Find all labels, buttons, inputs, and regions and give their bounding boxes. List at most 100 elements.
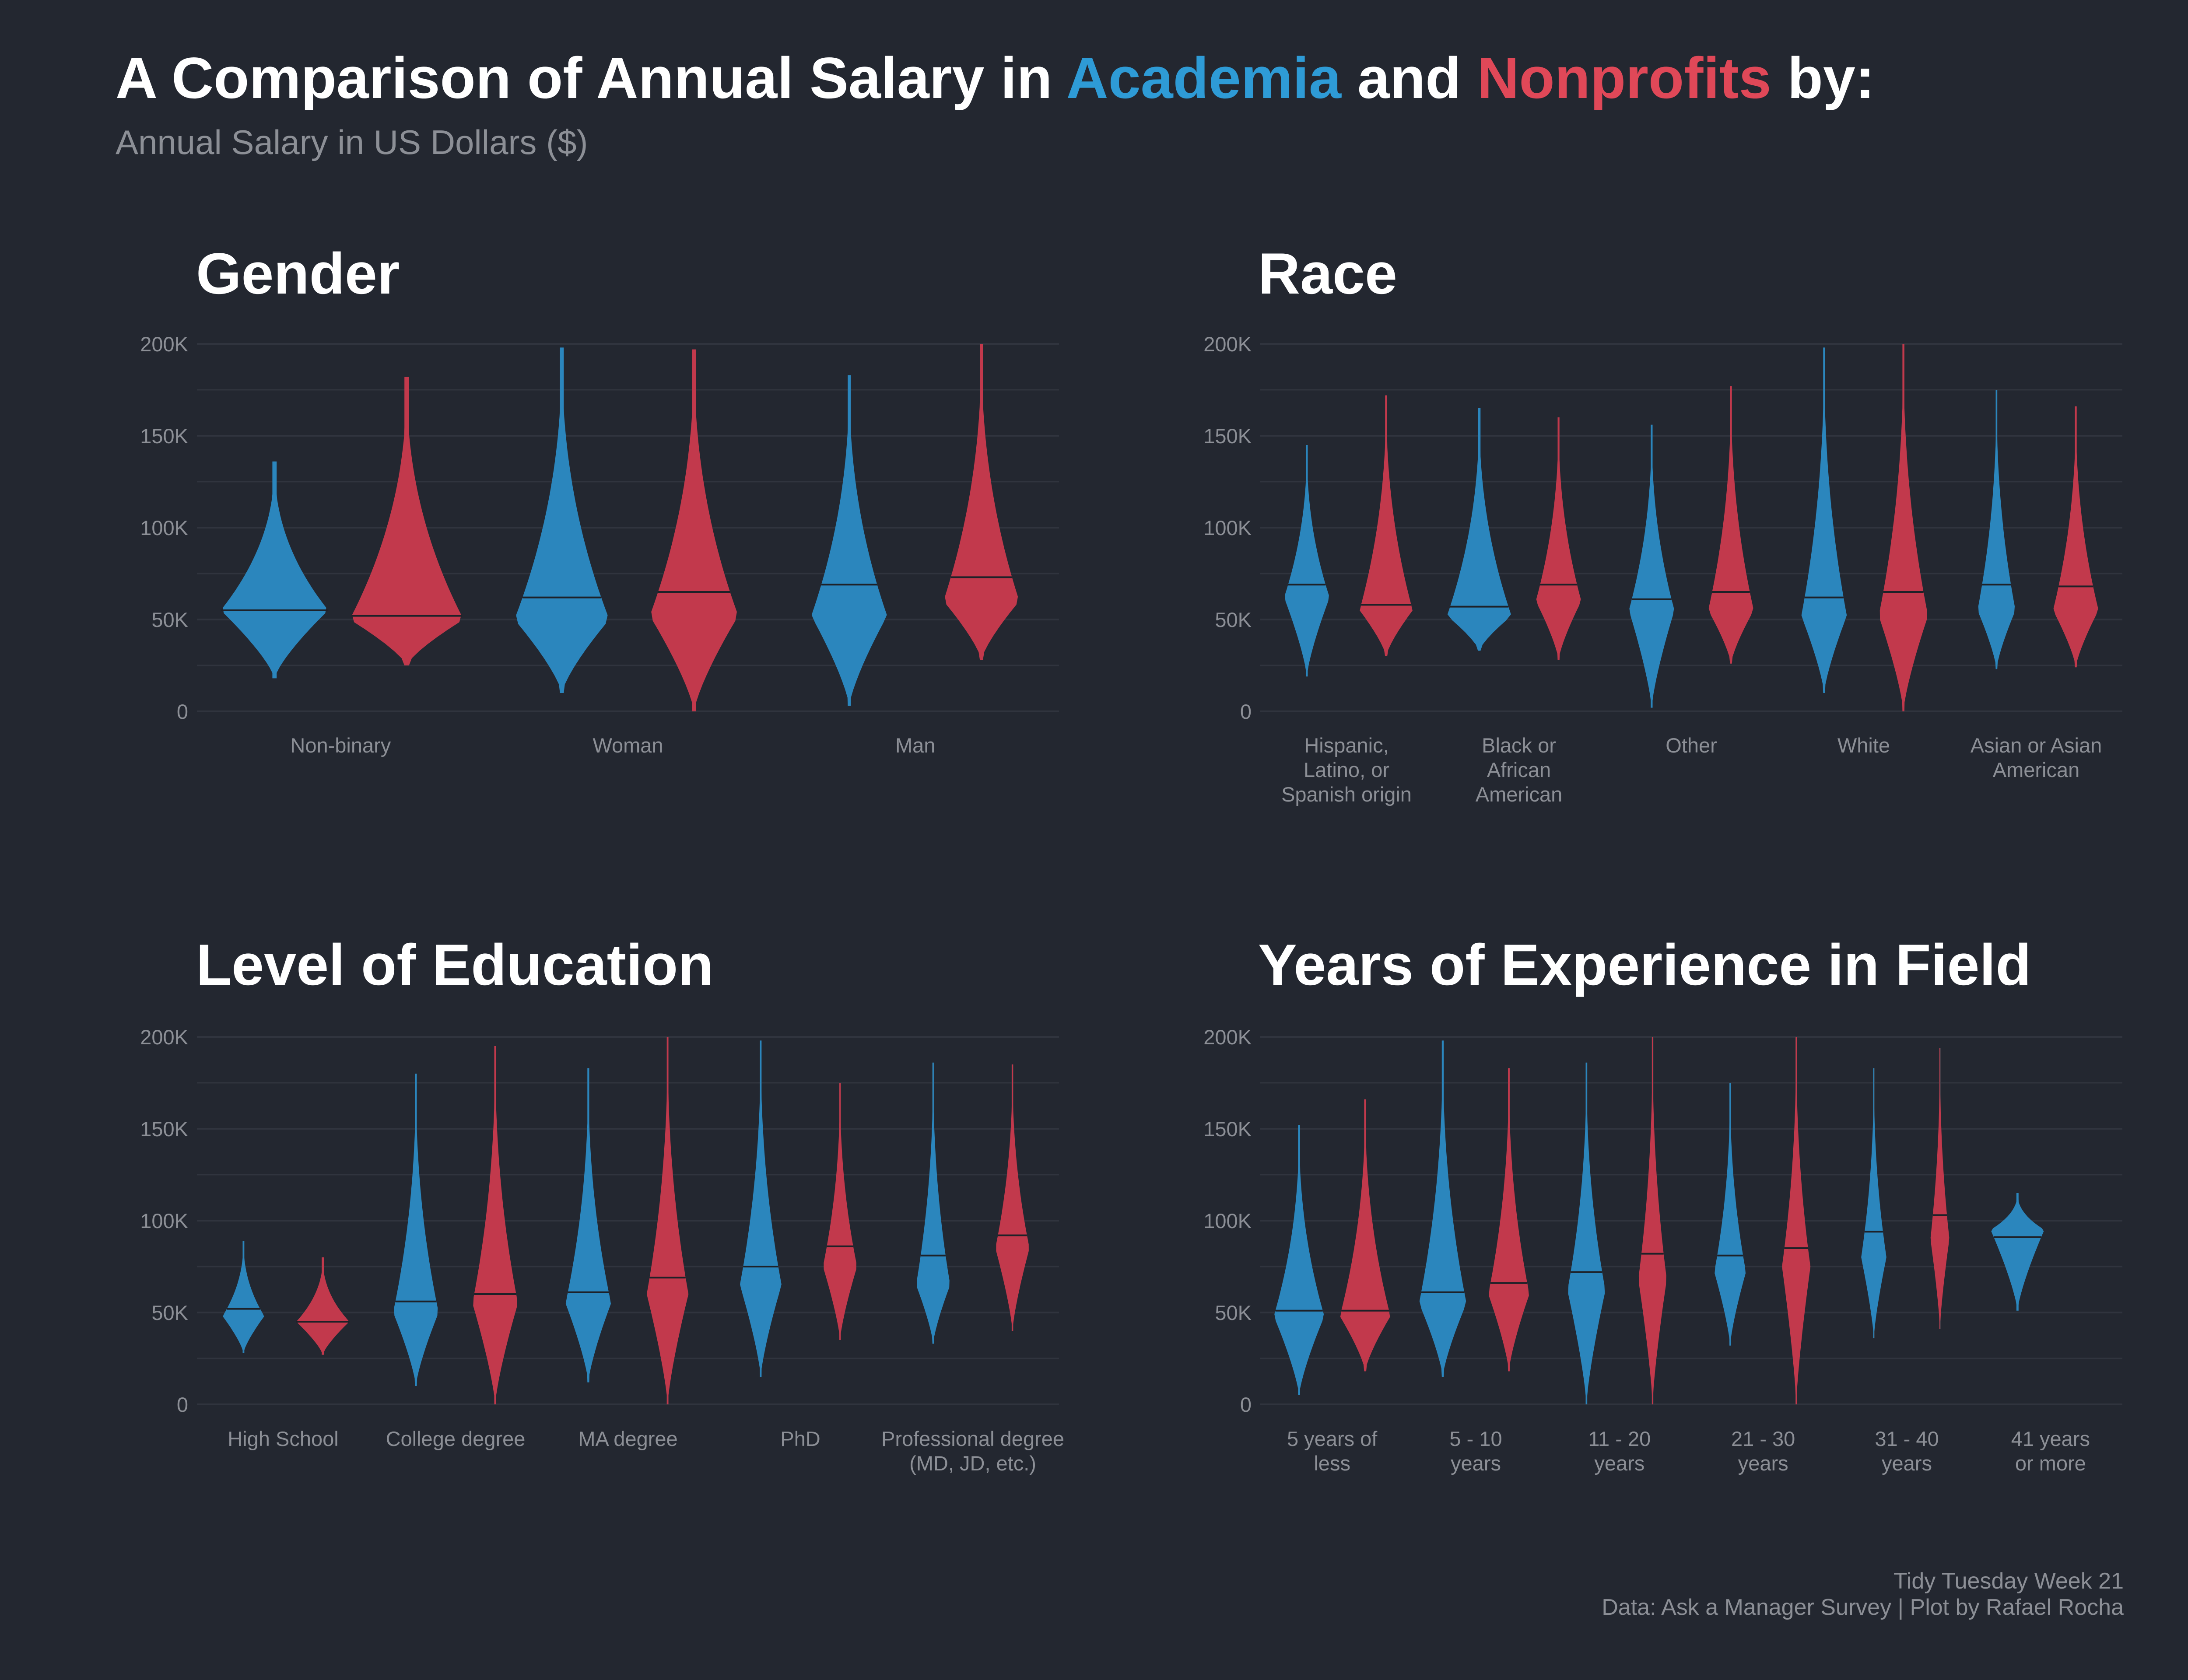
title-suffix: by: bbox=[1771, 46, 1875, 111]
violin-nonprofits bbox=[646, 1037, 689, 1404]
footer-line1: Tidy Tuesday Week 21 bbox=[1893, 1568, 2124, 1594]
x-tick-label: (MD, JD, etc.) bbox=[909, 1452, 1036, 1475]
violin-nonprofits bbox=[1782, 1037, 1811, 1404]
violin-academia bbox=[1284, 445, 1329, 677]
x-tick-label: 5 - 10 bbox=[1449, 1427, 1502, 1450]
y-tick-label: 100K bbox=[1203, 1209, 1252, 1232]
footer: Tidy Tuesday Week 21 Data: Ask a Manager… bbox=[1602, 1568, 2124, 1621]
y-tick-label: 150K bbox=[1203, 424, 1252, 448]
y-tick-label: 100K bbox=[1203, 516, 1252, 539]
y-tick-label: 0 bbox=[177, 1393, 188, 1416]
y-tick-label: 200K bbox=[140, 332, 188, 356]
x-tick-label: 21 - 30 bbox=[1731, 1427, 1795, 1450]
panel-title-experience: Years of Experience in Field bbox=[1258, 933, 2031, 998]
x-tick-label: less bbox=[1314, 1452, 1350, 1475]
violin-nonprofits bbox=[1536, 417, 1581, 660]
title-prefix: A Comparison of Annual Salary in bbox=[116, 46, 1066, 111]
x-tick-label: 11 - 20 bbox=[1588, 1427, 1651, 1450]
violin-academia bbox=[811, 375, 887, 706]
x-tick-label: 41 years bbox=[2011, 1427, 2090, 1450]
x-tick-label: Woman bbox=[593, 734, 663, 757]
violin-nonprofits bbox=[1708, 386, 1753, 664]
violin-academia bbox=[394, 1074, 438, 1386]
x-tick-label: Spanish origin bbox=[1281, 783, 1412, 806]
y-tick-label: 0 bbox=[177, 700, 188, 723]
violin-nonprofits bbox=[1360, 395, 1413, 656]
x-tick-label: MA degree bbox=[578, 1427, 677, 1450]
x-tick-label: Hispanic, bbox=[1304, 734, 1389, 757]
violin-academia bbox=[1447, 408, 1511, 651]
main-title: A Comparison of Annual Salary in Academi… bbox=[116, 44, 1875, 114]
title-nonprofits: Nonprofits bbox=[1477, 46, 1771, 111]
violin-academia bbox=[1715, 1083, 1746, 1346]
x-tick-label: American bbox=[1476, 783, 1563, 806]
x-tick-label: College degree bbox=[386, 1427, 526, 1450]
x-tick-label: High School bbox=[228, 1427, 338, 1450]
title-academia: Academia bbox=[1066, 46, 1341, 111]
violin-nonprofits bbox=[1489, 1068, 1529, 1372]
x-tick-label: Latino, or bbox=[1304, 758, 1389, 781]
violin-academia bbox=[1978, 390, 2015, 669]
violin-academia bbox=[1991, 1193, 2044, 1311]
x-tick-label: American bbox=[1993, 758, 2080, 781]
violin-nonprofits bbox=[1930, 1048, 1950, 1329]
y-tick-label: 150K bbox=[140, 1117, 188, 1141]
violin-nonprofits bbox=[945, 344, 1018, 660]
subtitle: Annual Salary in US Dollars ($) bbox=[116, 122, 588, 161]
footer-line2: Data: Ask a Manager Survey | Plot by Raf… bbox=[1602, 1594, 2124, 1620]
x-tick-label: White bbox=[1837, 734, 1890, 757]
y-tick-label: 100K bbox=[140, 516, 188, 539]
x-tick-label: years bbox=[1451, 1452, 1501, 1475]
y-tick-label: 0 bbox=[1240, 700, 1252, 723]
violin-nonprofits bbox=[996, 1064, 1029, 1331]
violin-academia bbox=[917, 1062, 950, 1344]
violin-academia bbox=[516, 347, 608, 693]
violin-academia bbox=[1801, 347, 1847, 693]
y-tick-label: 200K bbox=[1203, 332, 1252, 356]
violin-academia bbox=[1568, 1062, 1605, 1404]
y-tick-label: 200K bbox=[1203, 1026, 1252, 1049]
violin-nonprofits bbox=[2053, 406, 2098, 668]
violin-academia bbox=[223, 1241, 264, 1353]
violin-nonprofits bbox=[1879, 344, 1927, 711]
x-tick-label: 31 - 40 bbox=[1875, 1427, 1939, 1450]
header: A Comparison of Annual Salary in Academi… bbox=[116, 44, 1875, 162]
x-tick-label: years bbox=[1738, 1452, 1788, 1475]
violin-nonprofits bbox=[297, 1257, 349, 1355]
y-tick-label: 150K bbox=[1203, 1117, 1252, 1141]
x-tick-label: Professional degree bbox=[881, 1427, 1064, 1450]
violin-academia bbox=[1419, 1040, 1466, 1377]
violin-nonprofits bbox=[1340, 1099, 1390, 1372]
y-tick-label: 100K bbox=[140, 1209, 188, 1232]
x-tick-label: Asian or Asian bbox=[1971, 734, 2102, 757]
violin-nonprofits bbox=[473, 1046, 517, 1404]
violin-academia bbox=[565, 1068, 611, 1382]
title-middle: and bbox=[1341, 46, 1477, 111]
x-tick-label: Man bbox=[895, 734, 935, 757]
x-tick-label: Non-binary bbox=[290, 734, 391, 757]
x-tick-label: Black or bbox=[1482, 734, 1556, 757]
panel-title-gender: Gender bbox=[196, 242, 400, 306]
violin-academia bbox=[223, 461, 326, 679]
y-tick-label: 0 bbox=[1240, 1393, 1252, 1416]
violin-nonprofits bbox=[824, 1083, 856, 1340]
x-tick-label: years bbox=[1594, 1452, 1645, 1475]
x-tick-label: Other bbox=[1666, 734, 1717, 757]
x-tick-label: years bbox=[1882, 1452, 1932, 1475]
panel-title-race: Race bbox=[1258, 242, 1397, 306]
y-tick-label: 50K bbox=[1215, 608, 1252, 631]
violin-nonprofits bbox=[651, 349, 737, 711]
y-tick-label: 50K bbox=[1215, 1301, 1252, 1324]
x-tick-label: African bbox=[1487, 758, 1551, 781]
violin-nonprofits bbox=[1638, 1037, 1666, 1404]
x-tick-label: 5 years of bbox=[1287, 1427, 1378, 1450]
violin-nonprofits bbox=[352, 377, 462, 665]
violin-academia bbox=[1274, 1125, 1324, 1395]
violin-academia bbox=[1629, 424, 1674, 708]
y-tick-label: 50K bbox=[151, 608, 188, 631]
y-tick-label: 50K bbox=[151, 1301, 188, 1324]
